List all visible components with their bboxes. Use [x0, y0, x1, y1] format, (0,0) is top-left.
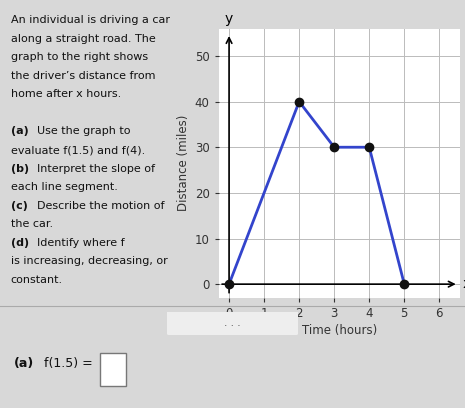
Text: Interpret the slope of: Interpret the slope of — [37, 164, 155, 174]
Text: (d): (d) — [11, 238, 33, 248]
Text: is increasing, decreasing, or: is increasing, decreasing, or — [11, 257, 167, 266]
Text: f(1.5) =: f(1.5) = — [44, 357, 97, 370]
Text: y: y — [225, 12, 233, 26]
Text: . . .: . . . — [224, 318, 241, 328]
Text: An individual is driving a car: An individual is driving a car — [11, 15, 170, 25]
Text: graph to the right shows: graph to the right shows — [11, 52, 148, 62]
Text: (b): (b) — [11, 164, 33, 174]
X-axis label: Time (hours): Time (hours) — [302, 324, 377, 337]
Text: the car.: the car. — [11, 220, 53, 229]
Text: home after x hours.: home after x hours. — [11, 89, 121, 100]
Text: x: x — [462, 277, 465, 291]
FancyBboxPatch shape — [100, 353, 126, 386]
Text: evaluate f(1.5) and f(4).: evaluate f(1.5) and f(4). — [11, 145, 145, 155]
Text: Use the graph to: Use the graph to — [37, 126, 131, 137]
Text: (c): (c) — [11, 201, 32, 211]
Y-axis label: Distance (miles): Distance (miles) — [178, 115, 191, 211]
Text: the driver’s distance from: the driver’s distance from — [11, 71, 155, 81]
Text: each line segment.: each line segment. — [11, 182, 118, 192]
Text: constant.: constant. — [11, 275, 63, 285]
FancyBboxPatch shape — [161, 311, 304, 336]
Text: (a): (a) — [14, 357, 34, 370]
Text: Identify where f: Identify where f — [37, 238, 125, 248]
Text: (a): (a) — [11, 126, 33, 137]
Text: Describe the motion of: Describe the motion of — [37, 201, 165, 211]
Text: along a straight road. The: along a straight road. The — [11, 33, 155, 44]
